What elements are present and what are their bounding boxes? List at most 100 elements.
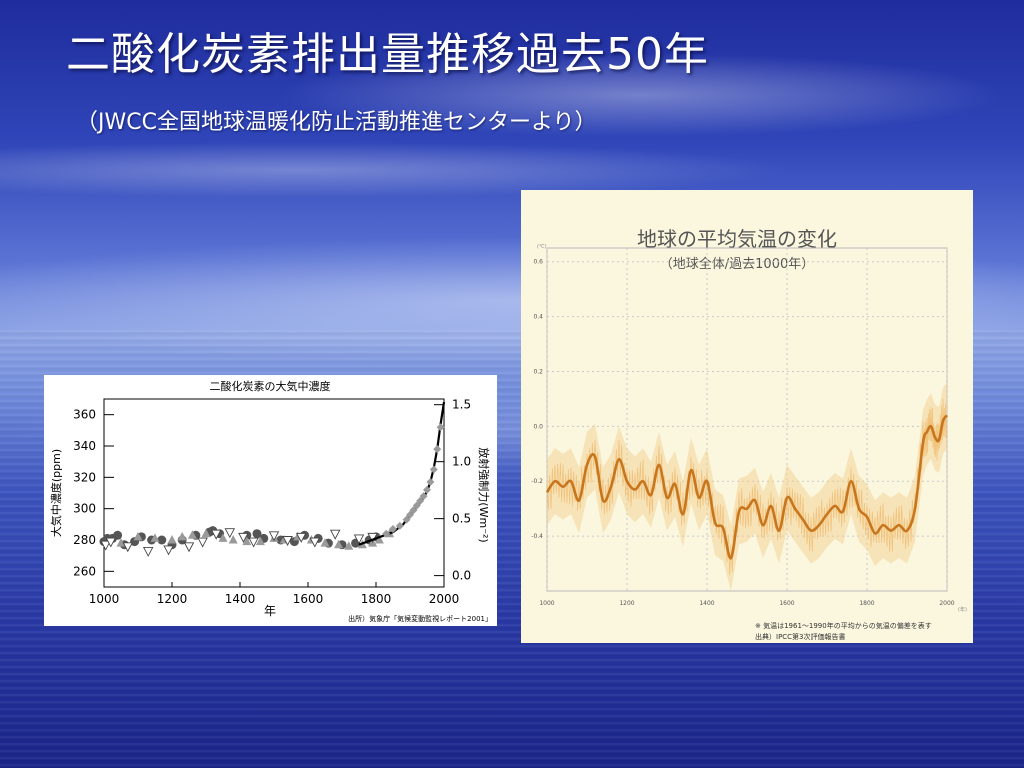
co2-point <box>122 542 134 553</box>
co2-point <box>419 492 428 501</box>
co2-point <box>116 538 126 547</box>
co2-y-tick-label: 300 <box>73 502 96 516</box>
temp-x-unit: (年) <box>958 606 967 613</box>
temp-x-tick-label: 1800 <box>859 600 874 607</box>
temp-y-tick-label: 0.2 <box>533 368 543 375</box>
co2-point <box>224 528 236 539</box>
co2-chart-title: 二酸化炭素の大気中濃度 <box>210 379 331 393</box>
co2-point <box>150 533 160 542</box>
co2-data-marks <box>99 401 446 557</box>
temp-uncertainty-band <box>547 382 947 591</box>
co2-point <box>389 525 397 534</box>
temp-y-tick-label: 0.6 <box>533 259 543 266</box>
temp-smoothed-curve <box>545 414 949 560</box>
co2-point <box>163 545 174 556</box>
temp-note: ※ 気温は1961～1990年の平均からの気温の偏差を表す <box>755 621 932 630</box>
co2-point <box>412 501 421 510</box>
temp-chart-title: 地球の平均気温の変化 <box>637 227 837 251</box>
co2-point <box>142 547 154 557</box>
temperature-chart-panel: 地球の平均気温の変化 （地球全体/過去1000年） (℃) (年) 1000 12… <box>521 190 973 643</box>
co2-y-tick-label: 320 <box>73 470 96 484</box>
co2-point <box>105 537 117 548</box>
slide-title: 二酸化炭素排出量推移過去50年 <box>66 29 709 80</box>
co2-point <box>409 506 418 515</box>
co2-source-note: 出所）気象庁「気候変動監視レポート2001」 <box>348 614 492 623</box>
co2-y-axis-label: 大気中濃度(ppm) <box>49 449 63 537</box>
co2-y-tick-label: 260 <box>73 564 96 578</box>
co2-point <box>429 465 438 474</box>
co2-x-tick-label: 1600 <box>293 592 324 606</box>
co2-y-tick-label: 360 <box>73 408 96 422</box>
co2-x-tick-label: 1000 <box>89 592 120 606</box>
co2-y2-tick-label: 0.0 <box>452 569 471 583</box>
co2-point <box>210 529 222 540</box>
co2-point <box>406 510 414 519</box>
temp-y-tick-label: 0.0 <box>533 423 543 430</box>
co2-y2-axis-label: 放射強制力(Wm⁻²) <box>477 447 491 542</box>
temp-y-tick-label: -0.4 <box>531 533 543 540</box>
co2-point <box>320 538 330 547</box>
co2-point <box>433 445 442 454</box>
co2-point <box>157 535 167 545</box>
co2-y2-tick-label: 1.0 <box>452 455 471 469</box>
temp-y-unit: (℃) <box>537 244 547 250</box>
co2-x-tick-label: 1800 <box>361 592 392 606</box>
co2-point <box>177 531 187 541</box>
temp-x-tick-label: 2000 <box>939 600 954 607</box>
co2-point <box>133 531 143 541</box>
co2-y2-tick-label: 0.5 <box>452 512 471 526</box>
temp-raw-band <box>546 382 947 591</box>
co2-x-tick-label: 1200 <box>157 592 188 606</box>
co2-y-tick-label: 280 <box>73 533 96 547</box>
co2-x-axis-label: 年 <box>264 604 276 618</box>
co2-point <box>197 537 208 548</box>
co2-point <box>187 530 197 539</box>
temp-x-tick-label: 1400 <box>699 600 714 607</box>
co2-point <box>423 485 431 494</box>
temp-x-tick-label: 1600 <box>779 600 794 607</box>
co2-instrumental-line <box>358 401 446 546</box>
co2-y-tick-label: 340 <box>73 439 96 453</box>
co2-point <box>167 535 177 544</box>
co2-point <box>436 423 445 432</box>
co2-point <box>113 530 123 540</box>
co2-chart: 二酸化炭素の大気中濃度 1000 1200 1400 1600 1800 2000 260 2… <box>49 379 492 623</box>
co2-point <box>282 536 293 546</box>
co2-point <box>382 529 391 538</box>
co2-point <box>416 496 425 505</box>
co2-point <box>374 535 384 544</box>
co2-axes: 1000 1200 1400 1600 1800 2000 260 280 300 320 340 3… <box>73 398 471 606</box>
co2-point <box>100 540 111 551</box>
temp-x-tick-label: 1000 <box>539 600 554 607</box>
slide-subtitle: （JWCC全国地球温暖化防止活動推進センターより） <box>76 110 597 135</box>
temp-x-tick-label: 1200 <box>619 600 634 607</box>
temperature-chart: 地球の平均気温の変化 （地球全体/過去1000年） (℃) (年) 1000 12… <box>531 227 967 641</box>
co2-point <box>252 529 262 539</box>
co2-point <box>238 532 249 543</box>
co2-point <box>201 528 211 538</box>
temp-y-tick-label: 0.4 <box>533 314 543 321</box>
co2-point <box>183 542 195 553</box>
co2-point <box>353 534 365 545</box>
co2-point <box>242 536 252 546</box>
co2-point <box>395 521 404 530</box>
co2-point <box>329 529 341 540</box>
co2-point <box>248 537 259 548</box>
co2-point <box>228 535 238 544</box>
co2-y2-tick-label: 1.5 <box>452 398 471 412</box>
co2-x-tick-label: 1400 <box>225 592 256 606</box>
temp-chart-subtitle: （地球全体/過去1000年） <box>660 256 814 272</box>
co2-plot-frame <box>103 398 445 588</box>
co2-point <box>402 515 411 524</box>
co2-chart-panel: 二酸化炭素の大気中濃度 1000 1200 1400 1600 1800 2000 260 2… <box>44 375 497 626</box>
co2-point <box>295 532 307 543</box>
co2-x-tick-label: 2000 <box>429 592 460 606</box>
co2-point <box>367 532 378 543</box>
co2-point <box>344 541 354 550</box>
co2-point <box>255 536 265 546</box>
co2-point <box>268 531 280 542</box>
co2-point <box>218 533 228 542</box>
co2-point <box>426 478 435 487</box>
temp-y-tick-label: -0.2 <box>531 478 543 485</box>
co2-point <box>334 539 344 549</box>
